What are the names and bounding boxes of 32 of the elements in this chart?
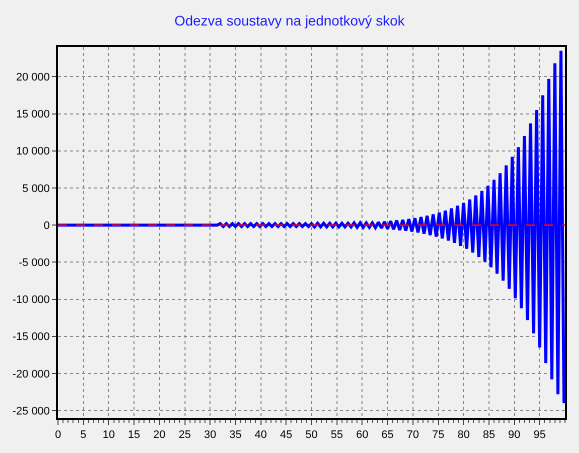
x-tick-label: 40 [254,429,267,442]
x-tick-label: 50 [305,429,318,442]
x-tick-label: 15 [128,429,140,442]
y-tick-label: 20 000 [16,72,50,84]
x-tick-label: 85 [482,429,496,442]
y-tick-label: 15 000 [16,108,50,121]
line-series [58,49,565,405]
y-tick-label: -5 000 [18,257,50,270]
x-tick-label: 10 [102,429,115,442]
x-tick-label: 25 [178,429,191,442]
x-tick-label: 80 [457,429,470,442]
x-tick-label: 30 [204,429,216,442]
y-tick-label: -10 000 [12,294,50,306]
y-tick-label: 0 [44,220,50,232]
x-tick-label: 95 [534,429,546,442]
x-tick-label: 70 [406,429,420,442]
chart-title: Odezva soustavy na jednotkový skok [174,12,406,28]
y-tick-label: -20 000 [12,368,50,380]
y-tick-label: -15 000 [12,331,50,344]
x-tick-label: 45 [280,429,292,442]
y-tick-label: -25 000 [12,405,50,418]
y-tick-label: 5 000 [22,182,50,195]
x-tick-label: 60 [356,429,368,442]
x-tick-label: 20 [153,429,166,442]
x-tick-label: 5 [80,429,86,442]
x-tick-label: 0 [54,429,62,442]
x-tick-label: 90 [508,429,520,442]
y-tick-label: 10 000 [16,146,50,158]
x-tick-label: 35 [229,429,242,442]
x-tick-label: 65 [381,429,394,442]
x-tick-label: 55 [330,429,343,442]
x-tick-label: 75 [432,429,444,442]
